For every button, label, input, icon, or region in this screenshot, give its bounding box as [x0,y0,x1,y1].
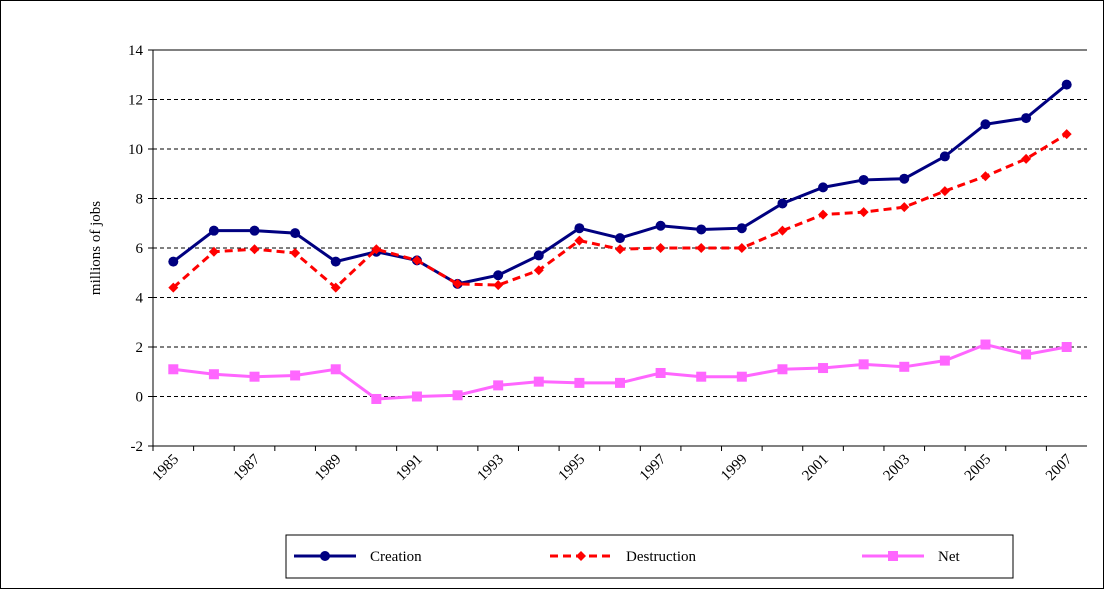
data-point [939,151,950,162]
data-point [615,233,625,244]
y-tick-label: 8 [136,192,144,208]
data-point [858,359,869,370]
data-point [655,243,666,253]
data-point [615,244,625,255]
legend-marker [320,551,330,561]
data-point [696,371,707,382]
legend-label: Destruction [626,549,696,565]
data-point [290,247,301,258]
legend-marker [576,551,586,561]
y-tick-label: 12 [128,93,143,109]
data-point [168,282,179,293]
data-point [330,282,341,293]
data-point [858,207,869,218]
data-point [411,391,422,402]
data-point [290,228,301,239]
data-point [980,171,991,182]
y-tick-label: 4 [136,291,144,307]
data-point [493,380,504,391]
data-point [899,173,910,184]
legend-marker [888,551,898,561]
data-point [736,243,747,253]
data-point [533,265,544,276]
data-point [493,270,504,281]
data-point [168,364,179,375]
data-point [249,225,260,236]
data-point [1061,79,1072,90]
data-point [736,223,747,234]
y-tick-label: 2 [136,340,144,356]
data-point [818,209,829,220]
data-point [533,250,544,261]
data-point [168,256,179,267]
data-point [818,363,829,374]
data-point [208,246,219,257]
y-tick-label: 10 [128,142,143,158]
data-point [249,244,260,255]
data-point [1061,129,1072,140]
data-point [330,256,341,267]
data-point [1021,349,1032,360]
data-point [371,244,382,255]
data-point [736,371,747,382]
y-tick-label: -2 [131,439,144,455]
data-point [208,225,219,236]
data-point [777,198,788,209]
data-point [655,367,666,378]
y-axis-label: millions of jobs [88,201,104,295]
data-point [777,364,788,375]
data-point [574,223,585,234]
legend-label: Net [938,549,960,565]
legend-label: Creation [370,549,422,565]
y-tick-label: 6 [136,241,144,257]
data-point [1021,153,1032,164]
data-point [615,377,625,388]
data-point [208,369,219,380]
y-tick-label: 0 [136,390,144,406]
data-point [858,174,869,185]
data-point [818,182,829,193]
data-point [1021,113,1032,124]
data-point [655,220,666,231]
data-point [1061,342,1072,352]
data-point [330,364,341,375]
data-point [452,278,463,289]
y-tick-label: 14 [128,43,144,59]
data-point [696,224,707,235]
data-point [290,370,301,381]
data-point [939,186,950,197]
data-point [899,202,910,213]
data-point [452,390,463,401]
data-point [939,355,950,366]
data-point [980,119,991,130]
data-point [574,235,585,246]
data-point [493,280,504,291]
data-point [696,243,707,253]
data-point [411,255,422,266]
data-point [777,225,788,236]
data-point [371,393,382,404]
data-point [249,371,260,382]
data-point [980,339,991,350]
data-point [574,377,585,388]
data-point [899,361,910,372]
data-point [533,376,544,387]
